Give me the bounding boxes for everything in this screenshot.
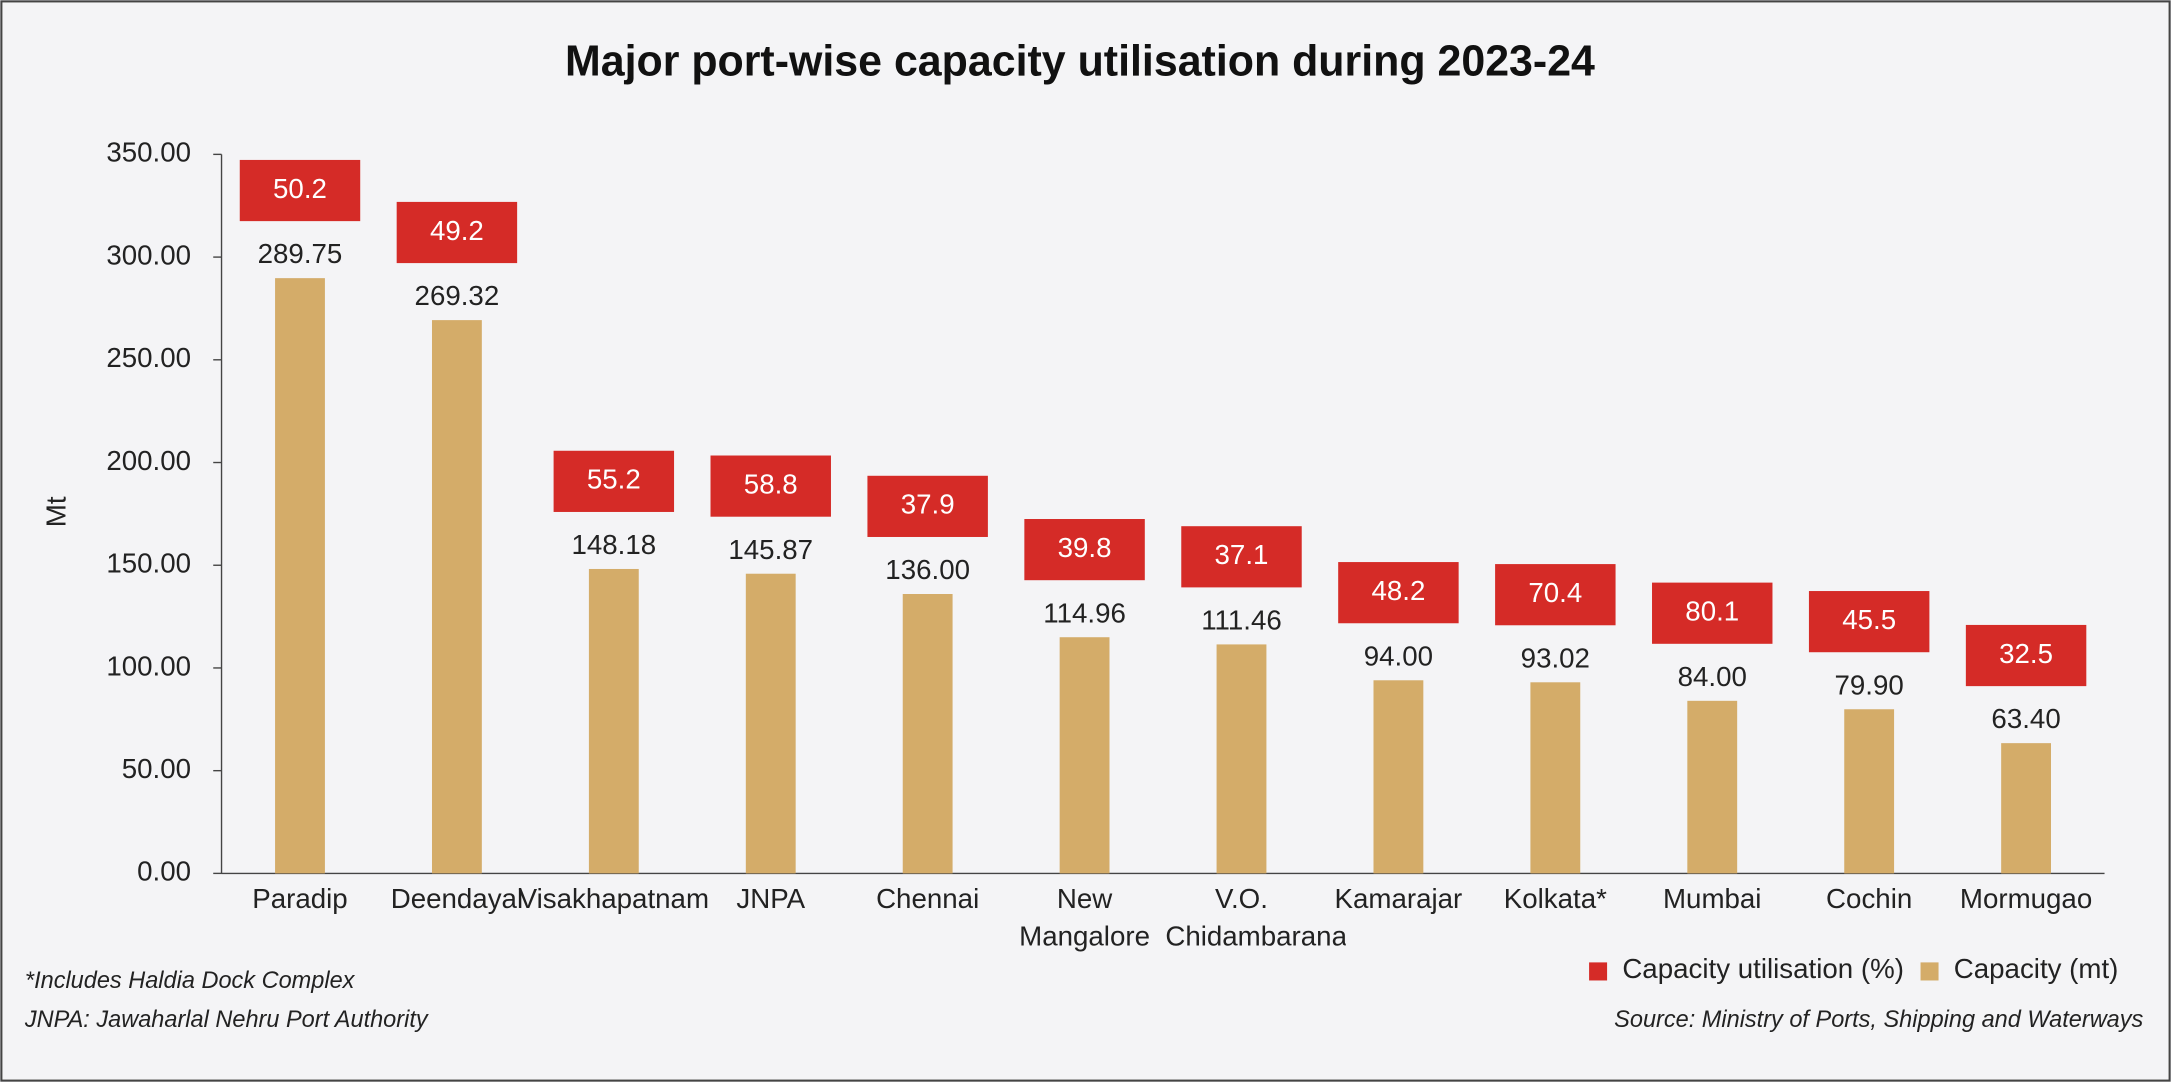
y-tick-label: 350.00: [106, 137, 191, 168]
utilisation-label: 32.5: [1999, 638, 2053, 669]
utilisation-label: 45.5: [1842, 604, 1896, 635]
utilisation-label: 50.2: [273, 173, 327, 204]
legend-label: Capacity utilisation (%): [1622, 953, 1904, 984]
x-tick-label: V.O. Chidambaranar: [1165, 884, 1346, 953]
value-label: 84.00: [1678, 661, 1747, 692]
utilisation-label: 80.1: [1685, 595, 1739, 626]
x-tick-label: Visakhapatnam: [518, 884, 710, 916]
utilisation-label: 55.2: [587, 464, 641, 495]
value-label: 289.75: [258, 238, 343, 269]
bar: [275, 278, 325, 874]
y-tick-label: 100.00: [106, 650, 191, 681]
utilisation-box: [1652, 582, 1773, 644]
utilisation-box: [239, 159, 361, 222]
utilisation-label: 48.2: [1371, 575, 1425, 606]
x-tick-label-box: V.O. Chidambaranar: [1165, 884, 1346, 953]
bar: [2001, 743, 2052, 874]
value-label: 269.32: [415, 280, 500, 311]
bar: [1530, 682, 1581, 874]
bar: [431, 320, 482, 874]
y-tick-label: 0.00: [137, 856, 191, 887]
y-tick-label: 150.00: [106, 548, 191, 579]
x-tick-label: JNPA: [736, 884, 806, 916]
value-label: 136.00: [885, 554, 970, 585]
utilisation-box: [1181, 526, 1302, 588]
x-tick-label-box: Kamarajar: [1334, 884, 1463, 916]
utilisation-box: [1495, 564, 1616, 626]
x-tick-label-box: Chennai: [876, 884, 980, 916]
x-tick-label: Mormugao: [1959, 884, 2093, 916]
bar: [1216, 644, 1267, 874]
x-tick-label: New Mangalore: [1019, 884, 1150, 953]
bar: [1059, 637, 1110, 874]
x-tick-label-box: Mumbai: [1662, 884, 1762, 916]
x-tick-label: Chennai: [876, 884, 980, 916]
utilisation-box: [1024, 519, 1145, 581]
utilisation-label: 39.8: [1058, 532, 1112, 563]
footnote: *Includes Haldia Dock Complex: [25, 967, 356, 993]
x-tick-label: Mumbai: [1662, 884, 1762, 916]
x-tick-label-box: Mormugao: [1959, 884, 2093, 916]
y-tick-label: 300.00: [106, 239, 191, 270]
source: Source: Ministry of Ports, Shipping and …: [1614, 1006, 2143, 1032]
utilisation-box: [1338, 562, 1459, 624]
legend-swatch: [1920, 962, 1939, 981]
x-tick-label-box: Cochin: [1826, 884, 1913, 916]
bar: [1844, 709, 1895, 874]
utilisation-label: 37.9: [901, 489, 955, 520]
x-tick-label-box: Paradip: [252, 884, 348, 916]
bar: [1687, 700, 1738, 874]
x-tick-label: Kolkata*: [1503, 884, 1607, 916]
utilisation-label: 37.1: [1215, 539, 1269, 570]
x-tick-label-box: Deendayal: [390, 884, 524, 916]
value-label: 93.02: [1521, 642, 1590, 673]
x-tick-label-box: JNPA: [736, 884, 806, 916]
x-tick-label: Kamarajar: [1334, 884, 1463, 916]
utilisation-label: 49.2: [430, 215, 484, 246]
bar: [1373, 680, 1424, 874]
bar: [745, 573, 796, 874]
x-tick-label-box: Kolkata*: [1503, 884, 1607, 916]
utilisation-box: [396, 201, 518, 264]
footnote: JNPA: Jawaharlal Nehru Port Authority: [24, 1006, 429, 1032]
legend-label: Capacity (mt): [1954, 953, 2119, 984]
utilisation-box: [710, 455, 831, 517]
x-tick-label: Paradip: [252, 884, 348, 916]
utilisation-box: [1965, 624, 2087, 687]
utilisation-label: 58.8: [744, 468, 798, 499]
bar: [588, 568, 639, 874]
y-tick-label: 50.00: [122, 753, 191, 784]
chart-title: Major port-wise capacity utilisation dur…: [565, 37, 1595, 85]
value-label: 111.46: [1201, 604, 1282, 635]
value-label: 145.87: [728, 534, 813, 565]
x-tick-label-box: Visakhapatnam: [518, 884, 710, 916]
y-tick-label: 250.00: [106, 342, 191, 373]
utilisation-box: [1808, 591, 1930, 653]
utilisation-label: 70.4: [1528, 577, 1582, 608]
legend-swatch: [1589, 962, 1608, 981]
y-tick-label: 200.00: [106, 445, 191, 476]
value-label: 148.18: [571, 529, 656, 560]
x-tick-label: Deendayal: [390, 884, 524, 916]
utilisation-box: [867, 475, 988, 537]
value-label: 114.96: [1043, 597, 1126, 628]
bar: [902, 593, 953, 874]
x-tick-label: Cochin: [1826, 884, 1913, 916]
x-tick-label-box: New Mangalore: [1019, 884, 1150, 953]
value-label: 94.00: [1364, 640, 1433, 671]
y-axis-label: Mt: [41, 496, 72, 527]
value-label: 63.40: [1991, 703, 2060, 734]
value-label: 79.90: [1835, 669, 1904, 700]
utilisation-box: [553, 450, 675, 512]
